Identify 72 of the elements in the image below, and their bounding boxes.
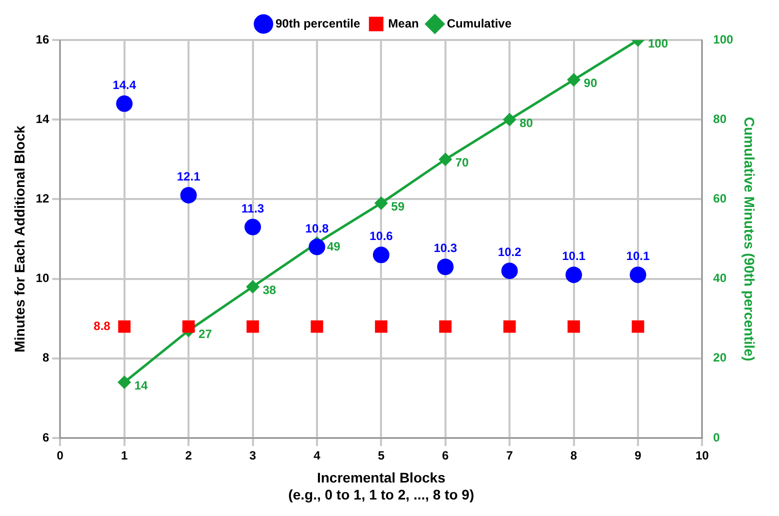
point xyxy=(437,258,454,276)
data-label: 10.6 xyxy=(369,229,394,244)
data-label: 80 xyxy=(520,116,534,130)
y-tick-label: 16 xyxy=(36,32,50,46)
data-label: 8.8 xyxy=(94,318,111,333)
x-tick-label: 7 xyxy=(506,448,514,463)
point xyxy=(246,320,259,333)
point xyxy=(374,196,388,210)
y-tick-label: 14 xyxy=(36,112,50,126)
point xyxy=(310,320,324,333)
point xyxy=(439,153,452,166)
x-tick-label: 6 xyxy=(442,448,450,463)
y-tick-label: 10 xyxy=(36,271,50,286)
point xyxy=(503,320,516,333)
y-tick-label: 6 xyxy=(42,430,50,444)
x-tick-label: 0 xyxy=(56,448,64,463)
y2-axis-title: Cumulative Minutes (90th percentile) xyxy=(742,116,758,362)
data-label: 10.1 xyxy=(562,249,586,264)
point xyxy=(501,262,518,280)
point xyxy=(503,113,516,126)
x-tick-label: 5 xyxy=(378,448,385,463)
point xyxy=(118,320,131,333)
legend-label: 90th percentile xyxy=(275,16,360,30)
point xyxy=(246,280,260,294)
point xyxy=(182,320,195,333)
data-label: 59 xyxy=(391,199,405,214)
point xyxy=(439,320,452,333)
x-tick-label: 4 xyxy=(314,448,321,463)
y2-tick-label: 0 xyxy=(713,430,720,444)
data-label: 12.1 xyxy=(176,170,201,184)
point xyxy=(630,266,646,284)
x-tick-label: 1 xyxy=(121,448,128,463)
data-label: 70 xyxy=(455,156,470,170)
data-label: 90 xyxy=(584,76,598,90)
data-label: 10.2 xyxy=(498,245,522,260)
y2-tick-label: 80 xyxy=(713,112,727,126)
point xyxy=(374,320,388,333)
y2-tick-label: 40 xyxy=(713,271,727,286)
y2-tick-label: 20 xyxy=(713,350,727,365)
point xyxy=(244,218,262,236)
data-label: 100 xyxy=(648,36,668,50)
data-label: 49 xyxy=(326,239,341,254)
data-label: 10.1 xyxy=(626,249,650,264)
y-tick-label: 12 xyxy=(36,192,50,206)
x-tick-label: 3 xyxy=(249,448,256,463)
x-tick-label: 10 xyxy=(696,448,710,463)
y-tick-label: 8 xyxy=(42,350,50,365)
data-label: 38 xyxy=(262,283,276,298)
point xyxy=(568,320,580,333)
data-label: 14 xyxy=(134,378,148,393)
x-tick-label: 9 xyxy=(634,448,642,463)
x-tick-label: 8 xyxy=(570,448,578,463)
data-label: 14.4 xyxy=(112,78,136,92)
x-tick-label: 2 xyxy=(185,448,192,463)
y-axis-title: Minutes for Each Additional Block xyxy=(11,125,28,352)
legend-label: Cumulative xyxy=(446,16,512,30)
point xyxy=(180,186,197,204)
data-label: 10.8 xyxy=(305,221,329,236)
data-label: 27 xyxy=(198,326,212,341)
y2-tick-label: 100 xyxy=(713,32,734,46)
point xyxy=(118,376,131,389)
point xyxy=(568,74,580,86)
point xyxy=(566,266,582,284)
data-label: 10.3 xyxy=(434,241,458,256)
point xyxy=(632,320,644,333)
legend-label: Mean xyxy=(388,16,419,30)
point xyxy=(308,238,326,256)
point xyxy=(116,95,133,112)
x-axis-title: Incremental Blocks (e.g., 0 to 1, 1 to 2, ..., 8 to 9) xyxy=(288,470,474,502)
y2-tick-label: 60 xyxy=(713,192,727,206)
data-label: 11.3 xyxy=(241,201,264,216)
point xyxy=(372,246,390,264)
